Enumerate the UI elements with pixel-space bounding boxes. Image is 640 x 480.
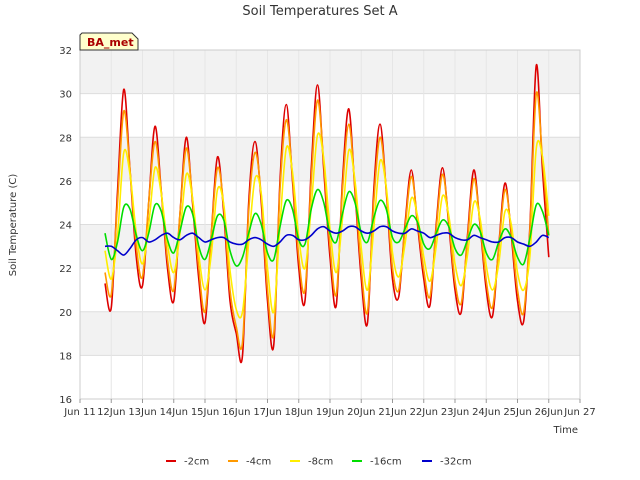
x-tick-label: 23Jun bbox=[441, 407, 469, 418]
legend-label: -16cm bbox=[370, 457, 402, 468]
legend-label: -4cm bbox=[246, 457, 271, 468]
y-tick-label: 16 bbox=[59, 395, 72, 406]
x-tick-label: 21Jun bbox=[378, 407, 406, 418]
series-line-32cmcm bbox=[104, 225, 550, 256]
legend-label: -8cm bbox=[308, 457, 333, 468]
legend-item: -16cm bbox=[352, 457, 402, 468]
x-axis-label: Time bbox=[553, 425, 578, 436]
legend-item: -8cm bbox=[290, 457, 333, 468]
x-tick-label: 26Jun bbox=[535, 407, 563, 418]
y-tick-label: 18 bbox=[59, 351, 72, 362]
x-tick-label: 15Jun bbox=[191, 407, 219, 418]
x-tick-label: 25Jun bbox=[503, 407, 531, 418]
y-axis: 16 18 20 22 24 26 28 30 32 bbox=[59, 46, 72, 406]
y-tick-label: 28 bbox=[59, 133, 72, 144]
badge-box bbox=[79, 32, 139, 51]
y-tick-label: 20 bbox=[59, 308, 72, 319]
legend-label: -32cm bbox=[440, 457, 472, 468]
x-tick-label: 17Jun bbox=[253, 407, 281, 418]
x-tick-label: 13Jun bbox=[128, 407, 156, 418]
series-line-16cmcm bbox=[104, 188, 550, 267]
badge-label: BA_met bbox=[87, 36, 134, 49]
x-tick-label: 16Jun bbox=[222, 407, 250, 418]
x-tick-label: 14Jun bbox=[160, 407, 188, 418]
gridlines bbox=[79, 49, 581, 400]
y-tick-label: 22 bbox=[59, 264, 72, 275]
legend: -2cm -4cm -8cm -16cm -32cm bbox=[166, 457, 472, 468]
legend-item: -32cm bbox=[422, 457, 472, 468]
y-tick-label: 30 bbox=[59, 90, 72, 101]
y-tick-label: 24 bbox=[59, 221, 72, 232]
x-tick-label: 22Jun bbox=[410, 407, 438, 418]
y-tick-label: 26 bbox=[59, 177, 72, 188]
station-badge: BA_met bbox=[79, 32, 139, 51]
y-axis-label: Soil Temperature (C) bbox=[8, 174, 19, 277]
legend-item: -4cm bbox=[228, 457, 271, 468]
x-tick-label: 20Jun bbox=[347, 407, 375, 418]
x-tick-label: 24Jun bbox=[472, 407, 500, 418]
legend-item: -2cm bbox=[166, 457, 209, 468]
series-layer bbox=[104, 64, 550, 364]
x-tick-label: Jun 27 bbox=[563, 407, 596, 418]
x-tick-label: 12Jun bbox=[97, 407, 125, 418]
x-tick-label: Jun 11 bbox=[63, 407, 96, 418]
y-tick-label: 32 bbox=[59, 46, 72, 57]
x-axis: Jun 11 12Jun 13Jun 14Jun 15Jun 16Jun 17Jun 18Ju… bbox=[63, 399, 596, 418]
x-tick-label: 18Jun bbox=[285, 407, 313, 418]
x-tick-label: 19Jun bbox=[316, 407, 344, 418]
legend-label: -2cm bbox=[184, 457, 209, 468]
chart-title: Soil Temperatures Set A bbox=[242, 4, 397, 19]
